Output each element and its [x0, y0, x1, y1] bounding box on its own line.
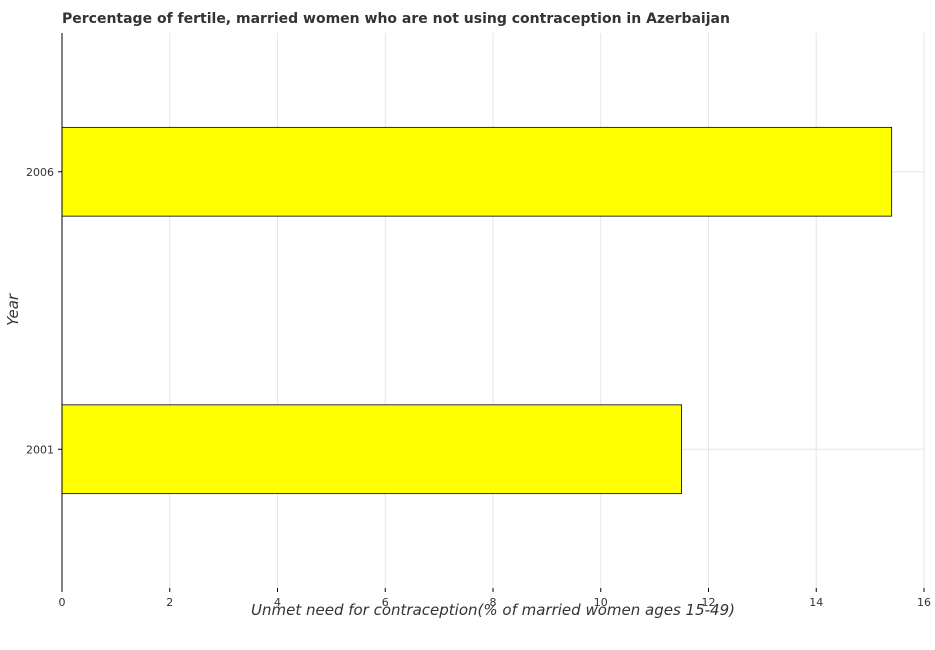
grid [61, 33, 925, 588]
y-ticks: 2001 2006 [26, 166, 62, 456]
x-tick-label: 10 [594, 596, 608, 609]
bar-2006 [61, 126, 893, 217]
chart-title: Percentage of fertile, married women who… [62, 11, 730, 27]
x-tick-label: 2 [166, 596, 173, 609]
x-tick-label: 14 [809, 596, 823, 609]
x-tick-label: 0 [59, 596, 66, 609]
x-tick-label: 8 [490, 596, 497, 609]
bars [61, 126, 893, 495]
x-ticks: 0 2 4 6 8 10 12 14 16 [59, 588, 931, 609]
x-tick-label: 6 [382, 596, 389, 609]
x-axis-label: Unmet need for contraception(% of marrie… [251, 601, 735, 619]
x-tick-label: 12 [702, 596, 716, 609]
y-tick-label: 2006 [26, 166, 54, 179]
bar-2001 [61, 404, 682, 495]
x-tick-label: 4 [274, 596, 281, 609]
x-tick-label: 16 [917, 596, 931, 609]
y-axis-label: Year [4, 293, 22, 326]
y-tick-label: 2001 [26, 443, 54, 456]
